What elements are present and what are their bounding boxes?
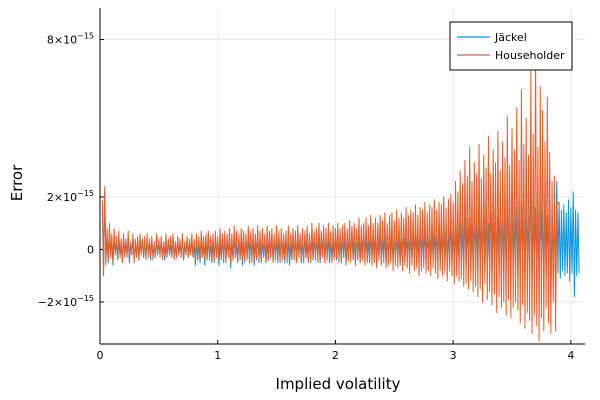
x-tick-label: 3 <box>450 349 457 362</box>
legend-box <box>449 21 573 71</box>
legend-label-jackel: Jäckel <box>494 31 527 44</box>
y-axis-label: Error <box>8 164 26 201</box>
x-tick-label: 2 <box>332 349 339 362</box>
series-line-householder <box>101 49 560 342</box>
y-tick-label: 2×10−15 <box>47 189 94 204</box>
x-axis-label: Implied volatility <box>276 375 401 393</box>
series-lines <box>101 49 580 342</box>
x-tick-label: 1 <box>214 349 221 362</box>
legend: Jäckel Householder <box>449 21 573 71</box>
legend-label-householder: Householder <box>495 49 565 62</box>
y-tick-label: 8×10−15 <box>47 32 94 47</box>
x-tick-label: 0 <box>97 349 104 362</box>
y-tick-label: −2×10−15 <box>38 294 94 309</box>
axes: 0 1 2 3 4 −2×10−15 0 2×10−15 8×10−15 <box>38 8 585 362</box>
y-tick-label: 0 <box>87 244 94 257</box>
x-tick-label: 4 <box>567 349 574 362</box>
